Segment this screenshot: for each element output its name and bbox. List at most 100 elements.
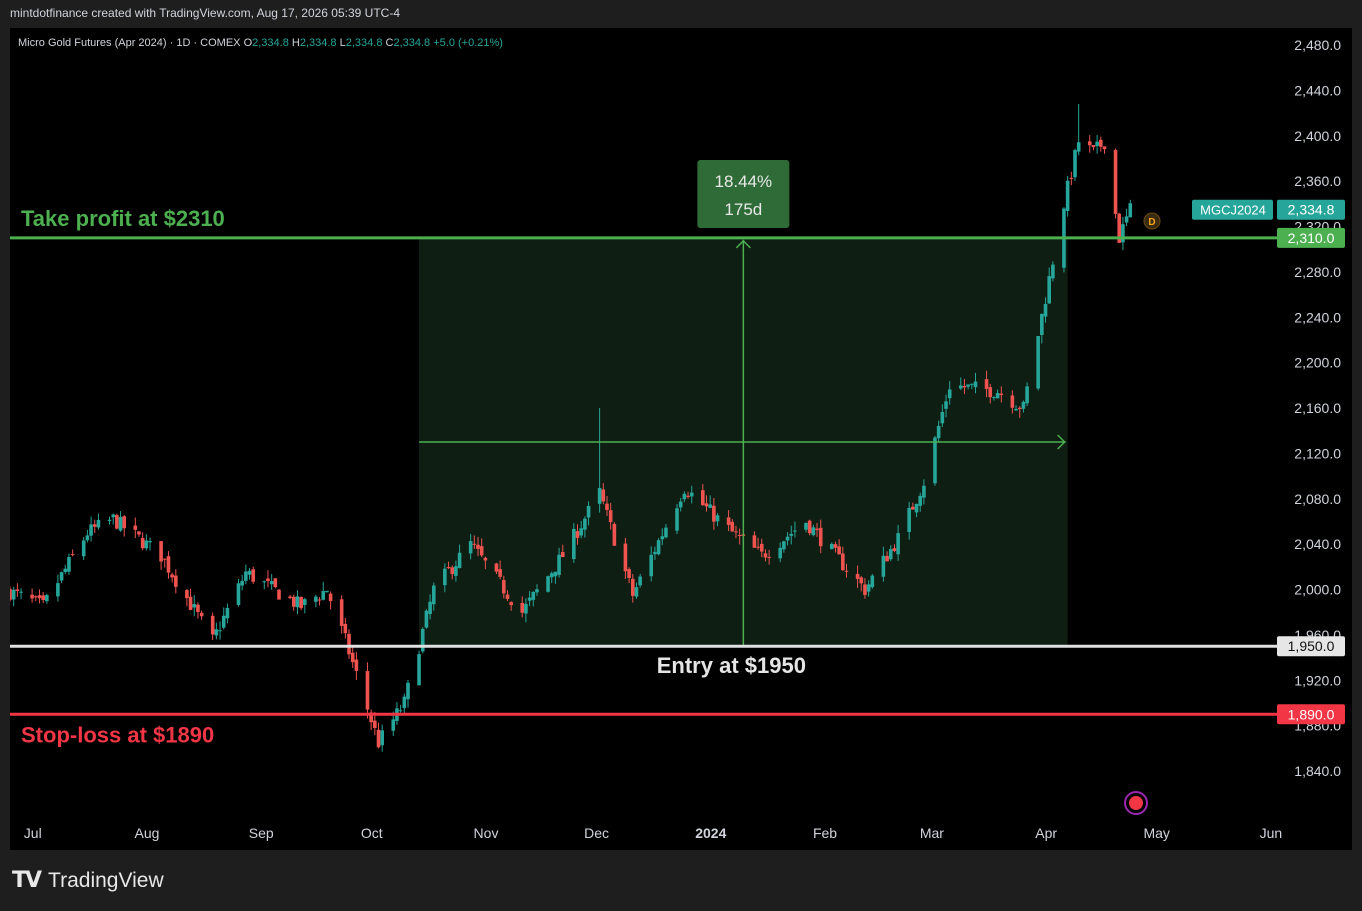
price-tick-label: 1,920.0 [1294, 672, 1341, 688]
candle-body [767, 556, 771, 558]
candle-body [214, 629, 219, 636]
candle-body [936, 425, 941, 439]
level-price-text: 2,310.0 [1288, 230, 1335, 246]
candle-body [236, 583, 241, 605]
candle-body [885, 555, 889, 562]
time-tick-label: Dec [584, 825, 609, 841]
candle-body [807, 520, 812, 534]
candle-body [833, 544, 838, 548]
candle-body [365, 671, 370, 710]
candle-body [291, 596, 296, 607]
candle-body [192, 604, 197, 608]
candle-body [712, 505, 716, 522]
price-chart[interactable]: Take profit at $2310 Entry at $1950 Stop-l… [10, 28, 1352, 850]
candle-body [15, 589, 20, 591]
candle-body [866, 584, 871, 592]
candle-body [406, 682, 410, 700]
candle-body [424, 610, 429, 628]
candle-body [638, 576, 642, 586]
candle-body [715, 515, 720, 522]
take-profit-label: Take profit at $2310 [21, 206, 225, 231]
price-tick-label: 2,000.0 [1294, 582, 1341, 598]
candle-body [431, 585, 436, 605]
candle-body [457, 552, 462, 569]
last-price-badge [1277, 199, 1345, 220]
symbol-badge [1192, 199, 1273, 220]
candle-body [855, 573, 860, 579]
candle-body [339, 599, 344, 626]
price-tick-label: 2,160.0 [1294, 400, 1341, 416]
candle-body [583, 518, 587, 530]
candle-body [1010, 395, 1015, 408]
candle-body [19, 591, 23, 593]
candle-body [701, 490, 705, 505]
price-tick-label: 2,200.0 [1294, 355, 1341, 371]
expiry-icon-inner [1129, 796, 1143, 810]
dividend-marker-label: D [1148, 217, 1155, 228]
projection-days: 175d [724, 200, 762, 219]
candle-body [321, 591, 326, 600]
candle-body [56, 583, 60, 597]
candle-body [844, 570, 849, 572]
candle-body [660, 536, 665, 540]
candle-body [196, 604, 200, 613]
candle-body [756, 546, 760, 548]
candle-body [549, 573, 554, 578]
candle-body [896, 533, 900, 555]
candle-body [1117, 213, 1122, 243]
candle-body [527, 597, 532, 601]
candle-body [188, 596, 193, 610]
candle-body [170, 574, 174, 578]
candle-body [369, 712, 373, 723]
candle-body [601, 489, 606, 502]
candle-body [973, 381, 978, 388]
candle-body [586, 505, 591, 518]
candle-body [210, 615, 215, 635]
candle-body [244, 571, 248, 581]
time-tick-label: Apr [1035, 825, 1057, 841]
candle-body [1087, 141, 1092, 146]
tradingview-brand[interactable]: TV TradingView [12, 868, 164, 893]
candle-body [325, 590, 329, 593]
candle-body [1102, 146, 1107, 150]
legend-ohlc[interactable]: Micro Gold Futures (Apr 2024) · 1D · COM… [18, 37, 503, 49]
candle-body [966, 384, 970, 387]
chart-frame[interactable]: Take profit at $2310 Entry at $1950 Stop-l… [10, 28, 1352, 850]
candle-body [785, 536, 790, 541]
candle-body [133, 525, 138, 530]
price-tick-label: 2,040.0 [1294, 536, 1341, 552]
candle-body [85, 535, 90, 541]
candle-body [505, 594, 510, 599]
candle-body [30, 594, 34, 599]
candle-body [678, 501, 683, 508]
candle-body [89, 524, 93, 536]
candle-body [818, 527, 823, 547]
candle-body [174, 575, 178, 587]
candle-body [999, 393, 1004, 396]
candle-body [579, 528, 583, 536]
candle-body [328, 593, 333, 602]
price-tick-label: 2,080.0 [1294, 491, 1341, 507]
candle-body [575, 531, 580, 538]
candle-body [498, 569, 502, 577]
candle-body [829, 544, 834, 550]
candle-body [608, 510, 613, 523]
candle-body [1036, 336, 1040, 389]
price-tick-label: 2,440.0 [1294, 82, 1341, 98]
time-tick-label: Mar [920, 825, 944, 841]
candle-body [778, 547, 782, 559]
candle-body [391, 719, 396, 731]
projection-percent: 18.44% [715, 172, 773, 191]
entry-label: Entry at $1950 [657, 653, 806, 678]
candle-body [1025, 386, 1029, 404]
candle-body [560, 551, 565, 558]
candle-body [1124, 216, 1129, 223]
price-tick-label: 2,400.0 [1294, 128, 1341, 144]
candle-body [166, 556, 171, 573]
candle-body [970, 383, 974, 385]
expiry-icon [1124, 791, 1148, 815]
candle-body [199, 612, 204, 617]
candle-body [649, 554, 654, 577]
candle-body [354, 659, 359, 671]
candle-body [911, 506, 915, 510]
